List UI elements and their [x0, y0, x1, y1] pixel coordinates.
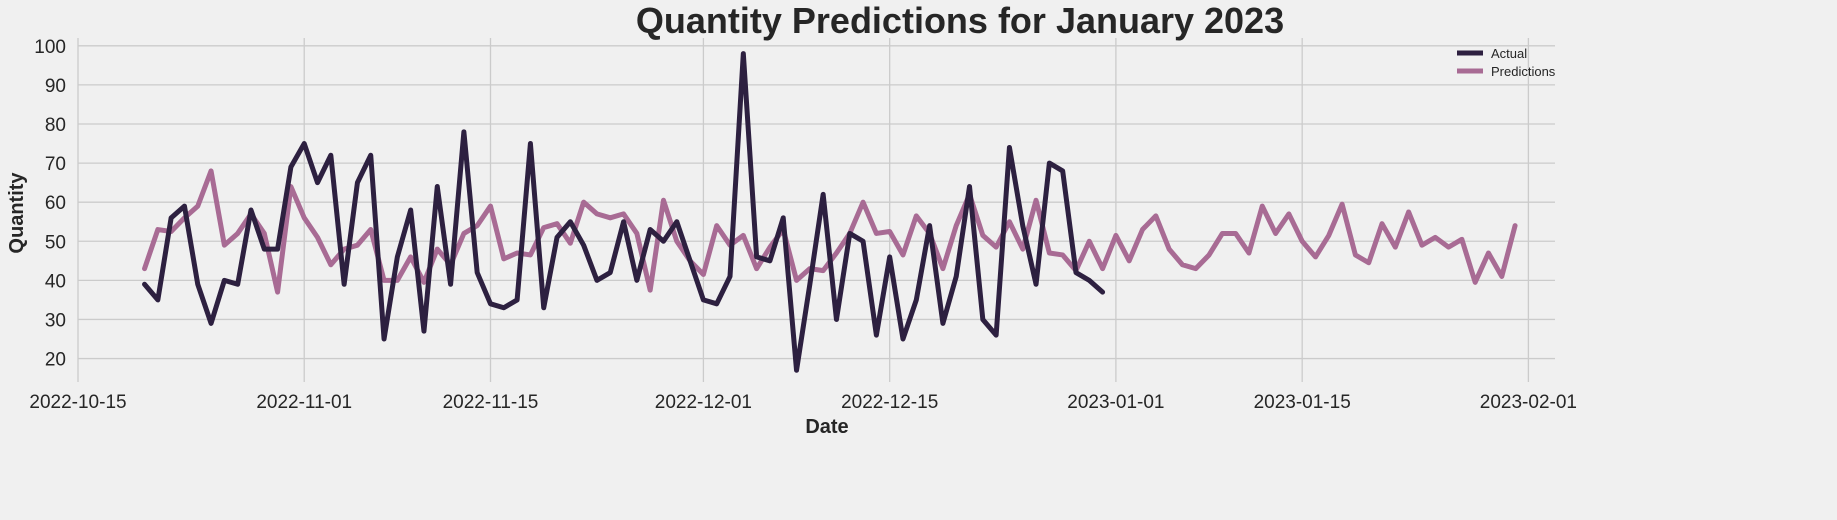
- y-tick-label: 90: [45, 76, 66, 97]
- legend-label: Predictions: [1491, 64, 1556, 79]
- y-tick-label: 30: [45, 310, 66, 331]
- x-tick-label: 2022-11-01: [256, 392, 352, 413]
- legend-label: Actual: [1491, 46, 1527, 61]
- x-tick-label: 2022-10-15: [29, 392, 126, 413]
- y-axis-ticks: 20 30 40 50 60 70 80 90 100: [34, 37, 66, 371]
- legend: Actual Predictions: [1457, 46, 1556, 79]
- y-axis-label: Quantity: [6, 172, 28, 254]
- y-tick-label: 60: [45, 193, 66, 214]
- x-axis-ticks: 2022-10-15 2022-11-01 2022-11-15 2022-12-01…: [29, 392, 1577, 413]
- y-tick-label: 80: [45, 115, 66, 136]
- chart-title: Quantity Predictions for January 2023: [636, 0, 1284, 41]
- x-tick-label: 2023-02-01: [1480, 392, 1577, 413]
- x-tick-label: 2023-01-15: [1254, 392, 1351, 413]
- grid: [77, 38, 1555, 382]
- x-tick-label: 2022-12-15: [841, 392, 938, 413]
- y-tick-label: 20: [45, 350, 66, 371]
- y-tick-label: 70: [45, 154, 66, 175]
- x-tick-label: 2023-01-01: [1067, 392, 1164, 413]
- series-lines: [142, 51, 1518, 373]
- x-tick-label: 2022-11-15: [443, 392, 539, 413]
- x-axis-label: Date: [805, 416, 848, 438]
- x-tick-label: 2022-12-01: [655, 392, 752, 413]
- series-line-actual: [142, 51, 1106, 373]
- y-tick-label: 50: [45, 232, 66, 253]
- y-tick-label: 100: [34, 37, 66, 58]
- y-tick-label: 40: [45, 271, 66, 292]
